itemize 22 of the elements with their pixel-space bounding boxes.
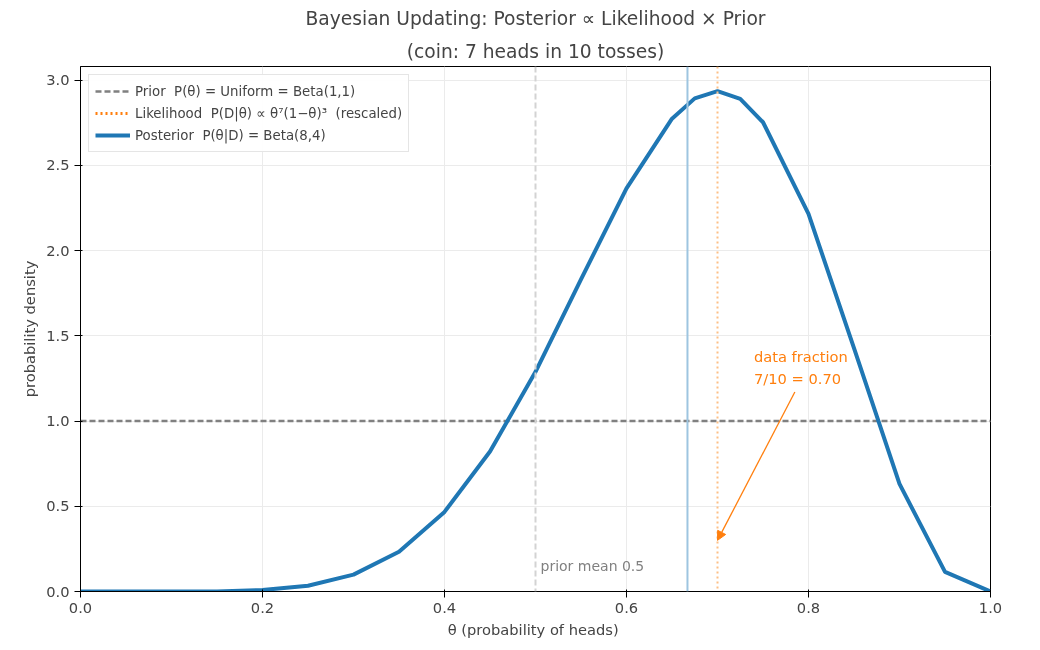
legend-label: Likelihood P(D|θ) ∝ θ⁷(1−θ)³ (rescaled) xyxy=(135,105,403,121)
legend-label: Posterior P(θ|D) = Beta(8,4) xyxy=(135,127,326,143)
x-tick-label: 0.8 xyxy=(796,598,821,616)
y-tick-label: 1.5 xyxy=(46,326,70,344)
y-tick-label: 1.0 xyxy=(46,412,70,430)
y-tick-label: 2.0 xyxy=(46,241,70,259)
x-tick-label: 0.2 xyxy=(250,598,275,616)
y-tick-label: 3.0 xyxy=(46,71,70,89)
x-axis-title: θ (probability of heads) xyxy=(447,620,619,638)
chart-subtitle: (coin: 7 heads in 10 tosses) xyxy=(406,40,665,62)
y-tick-label: 0.0 xyxy=(46,582,70,600)
chart-title: Bayesian Updating: Posterior ∝ Likelihood × Prior xyxy=(305,7,766,29)
annotation: prior mean 0.5 xyxy=(540,558,645,575)
x-tick-label: 0.4 xyxy=(432,598,457,616)
annotation: data fraction 7/10 = 0.70 xyxy=(753,347,848,387)
y-tick-label: 0.5 xyxy=(46,497,70,515)
y-axis-title: probability density xyxy=(21,260,39,398)
x-tick-label: 1.0 xyxy=(978,598,1003,616)
x-tick-label: 0.6 xyxy=(614,598,639,616)
x-tick-label: 0.0 xyxy=(68,598,93,616)
legend-label: Prior P(θ) = Uniform = Beta(1,1) xyxy=(135,83,356,99)
y-tick-label: 2.5 xyxy=(46,156,70,174)
